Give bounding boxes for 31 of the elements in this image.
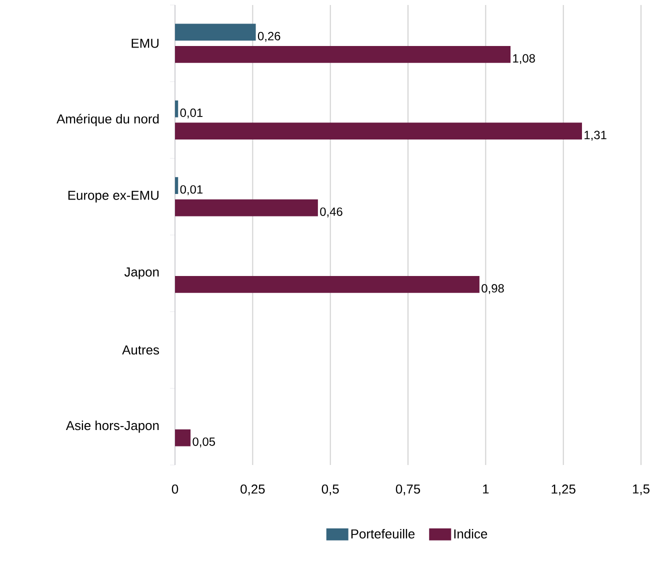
data-label: 0,98: [482, 284, 504, 294]
x-tick-label: 1,5: [632, 484, 650, 496]
bar: [175, 177, 178, 194]
bar: [175, 429, 191, 446]
data-label: 0,01: [180, 185, 202, 196]
bar: [175, 100, 178, 118]
data-label: 1,31: [584, 130, 606, 141]
data-label: 0,26: [258, 32, 280, 42]
y-tick-label: Amérique du nord: [56, 114, 159, 126]
bar: [175, 24, 256, 41]
data-label: 0,46: [320, 207, 342, 218]
x-tick-label: 0,75: [396, 484, 420, 496]
legend-label: Portefeuille: [351, 528, 415, 538]
x-tick-label: 0,5: [322, 484, 339, 496]
bar: [175, 276, 480, 293]
x-tick-label: 1: [483, 484, 489, 494]
y-tick-label: EMU: [132, 38, 158, 48]
bar: [175, 199, 318, 216]
legend-label: Indice: [454, 528, 488, 538]
bar: [175, 46, 511, 63]
y-tick-label: Autres: [122, 345, 160, 355]
y-tick-label: Europe ex-EMU: [68, 190, 158, 202]
x-tick-label: 1,25: [552, 484, 576, 496]
y-tick-label: Japon: [124, 268, 159, 280]
y-tick-label: Asie hors-Japon: [66, 420, 159, 433]
x-tick-label: 0: [172, 484, 178, 494]
data-label: 0,05: [192, 437, 215, 448]
bar: [175, 122, 582, 140]
data-label: 0,01: [180, 108, 202, 118]
data-label: 1,08: [513, 54, 535, 64]
x-tick-label: 0,25: [240, 484, 265, 496]
